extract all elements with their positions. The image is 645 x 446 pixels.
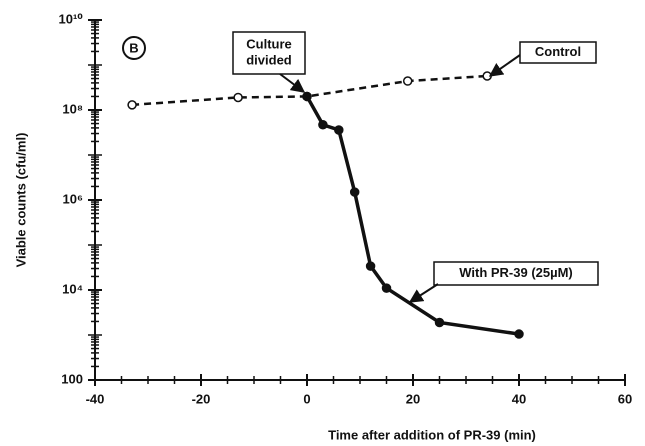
y-tick-label: 10⁴	[62, 281, 83, 296]
x-tick-label: 20	[406, 391, 420, 406]
data-point	[381, 283, 392, 293]
annotation-text: Control	[535, 44, 581, 59]
data-point	[434, 317, 445, 328]
data-point	[365, 261, 376, 271]
data-point	[402, 76, 413, 86]
y-tick-label: 100	[61, 371, 83, 386]
annotation-arrow	[279, 73, 306, 93]
data-point	[349, 187, 360, 197]
data-point	[318, 120, 328, 130]
annotation-arrow	[408, 283, 439, 303]
annotation-arrow	[488, 54, 521, 77]
x-tick-label: -40	[86, 391, 105, 406]
panel-circle	[122, 36, 146, 60]
data-point	[334, 125, 344, 135]
annotation-box	[433, 261, 599, 286]
y-tick-label: 10⁸	[62, 101, 83, 116]
data-point	[514, 329, 524, 339]
annotation-box	[232, 31, 306, 75]
x-axis-label: Time after addition of PR-39 (min)	[328, 427, 536, 442]
series-line	[132, 74, 488, 107]
data-point	[127, 100, 137, 110]
annotation-text: Culture	[246, 36, 292, 51]
data-point	[302, 91, 312, 102]
y-tick-label: 10⁶	[63, 191, 83, 206]
annotation-text: With PR-39 (25µM)	[459, 265, 573, 280]
x-tick-label: 0	[303, 391, 310, 406]
data-point	[233, 92, 243, 103]
x-tick-label: 60	[618, 391, 632, 406]
y-axis-label: Viable counts (cfu/ml)	[13, 133, 28, 268]
y-tick-label: 10¹⁰	[59, 11, 84, 26]
x-tick-label: 40	[512, 391, 526, 406]
annotation-text: divided	[246, 52, 292, 67]
annotation-box	[519, 41, 597, 64]
x-tick-label: -20	[192, 391, 211, 406]
panel-label: B	[129, 40, 138, 55]
